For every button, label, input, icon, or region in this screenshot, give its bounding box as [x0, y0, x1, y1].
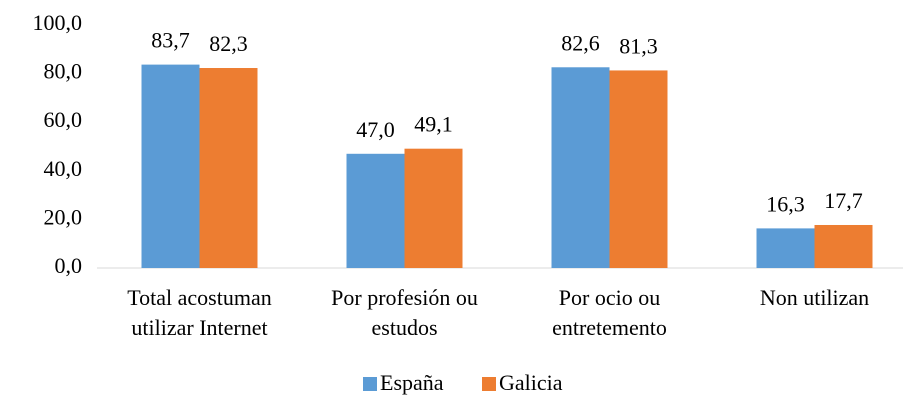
data-label: 49,1	[414, 112, 453, 137]
y-tick-label: 100,0	[33, 10, 83, 35]
y-tick-label: 0,0	[55, 253, 83, 278]
data-label: 17,7	[824, 188, 863, 213]
y-tick-label: 20,0	[44, 204, 83, 229]
legend-label: España	[380, 370, 444, 395]
legend-label: Galicia	[499, 370, 563, 395]
legend-swatch	[363, 377, 377, 391]
bar	[814, 224, 873, 268]
bar	[756, 228, 815, 268]
x-tick-label: Por profesión ou estudos	[331, 285, 478, 340]
x-tick-label: Total acostuman utilizar Internet	[127, 285, 271, 340]
x-tick-label: Por ocio ou entretemento	[552, 285, 667, 340]
bar	[199, 68, 258, 268]
data-label: 81,3	[619, 33, 658, 58]
data-label: 83,7	[151, 28, 190, 53]
x-tick-label: Non utilizan	[760, 285, 869, 310]
bar	[346, 153, 405, 268]
data-label: 82,3	[209, 31, 248, 56]
bar	[404, 148, 463, 268]
y-tick-label: 80,0	[44, 59, 83, 84]
data-label: 47,0	[356, 117, 395, 142]
y-tick-label: 60,0	[44, 107, 83, 132]
data-label: 16,3	[766, 191, 805, 216]
legend-swatch	[482, 377, 496, 391]
y-tick-label: 40,0	[44, 156, 83, 181]
bar	[609, 70, 668, 268]
data-label: 82,6	[561, 30, 600, 55]
bar	[141, 64, 200, 268]
bar	[551, 67, 610, 268]
